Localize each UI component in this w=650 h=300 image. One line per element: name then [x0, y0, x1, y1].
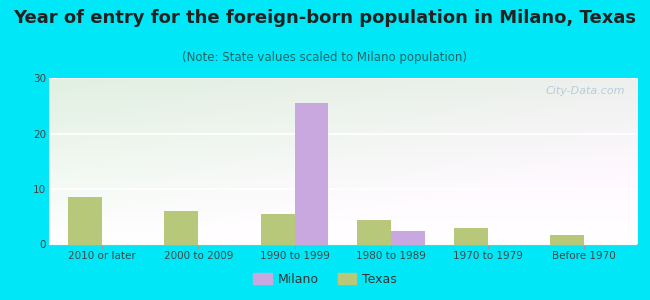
Bar	[261, 214, 294, 244]
Bar	[454, 228, 488, 244]
Bar	[164, 211, 198, 244]
Text: Year of entry for the foreign-born population in Milano, Texas: Year of entry for the foreign-born popul…	[14, 9, 636, 27]
Legend: Milano, Texas: Milano, Texas	[248, 268, 402, 291]
Bar	[68, 197, 102, 244]
Bar	[391, 231, 425, 244]
Text: (Note: State values scaled to Milano population): (Note: State values scaled to Milano pop…	[183, 51, 467, 64]
Bar	[358, 220, 391, 244]
Text: City-Data.com: City-Data.com	[546, 86, 625, 96]
Bar	[550, 235, 584, 244]
Bar	[294, 103, 328, 244]
